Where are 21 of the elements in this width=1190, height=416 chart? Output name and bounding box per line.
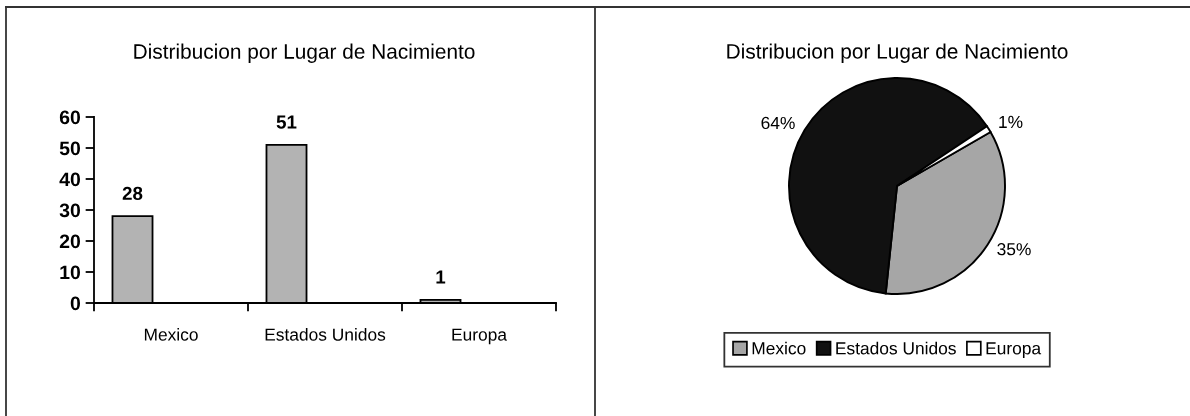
chart-title: Distribucion por Lugar de Nacimiento <box>134 43 475 63</box>
y-tick-label: 20 <box>59 234 81 249</box>
data-label: 1% <box>999 115 1023 128</box>
legend-label: Mexico <box>752 341 806 355</box>
y-tick-label: 30 <box>59 203 81 218</box>
data-label: 1 <box>436 270 446 284</box>
y-tick-label: 10 <box>60 265 81 280</box>
legend-label: Estados Unidos <box>836 341 956 355</box>
legend-label: Europa <box>986 342 1042 358</box>
chart-title: Distribucion por Lugar de Nacimiento <box>727 43 1068 63</box>
y-tick-label: 40 <box>59 172 81 187</box>
data-label: 35% <box>997 243 1031 256</box>
y-tick-label: 50 <box>59 141 81 156</box>
data-label: 28 <box>122 186 143 200</box>
data-label: 51 <box>276 115 297 129</box>
x-tick-label: Europa <box>452 328 507 345</box>
x-tick-label: Estados Unidos <box>265 328 386 341</box>
y-tick-label: 60 <box>59 110 81 125</box>
x-tick-label: Mexico <box>144 328 198 341</box>
y-tick-label: 0 <box>70 296 81 311</box>
data-label: 64% <box>761 116 795 130</box>
